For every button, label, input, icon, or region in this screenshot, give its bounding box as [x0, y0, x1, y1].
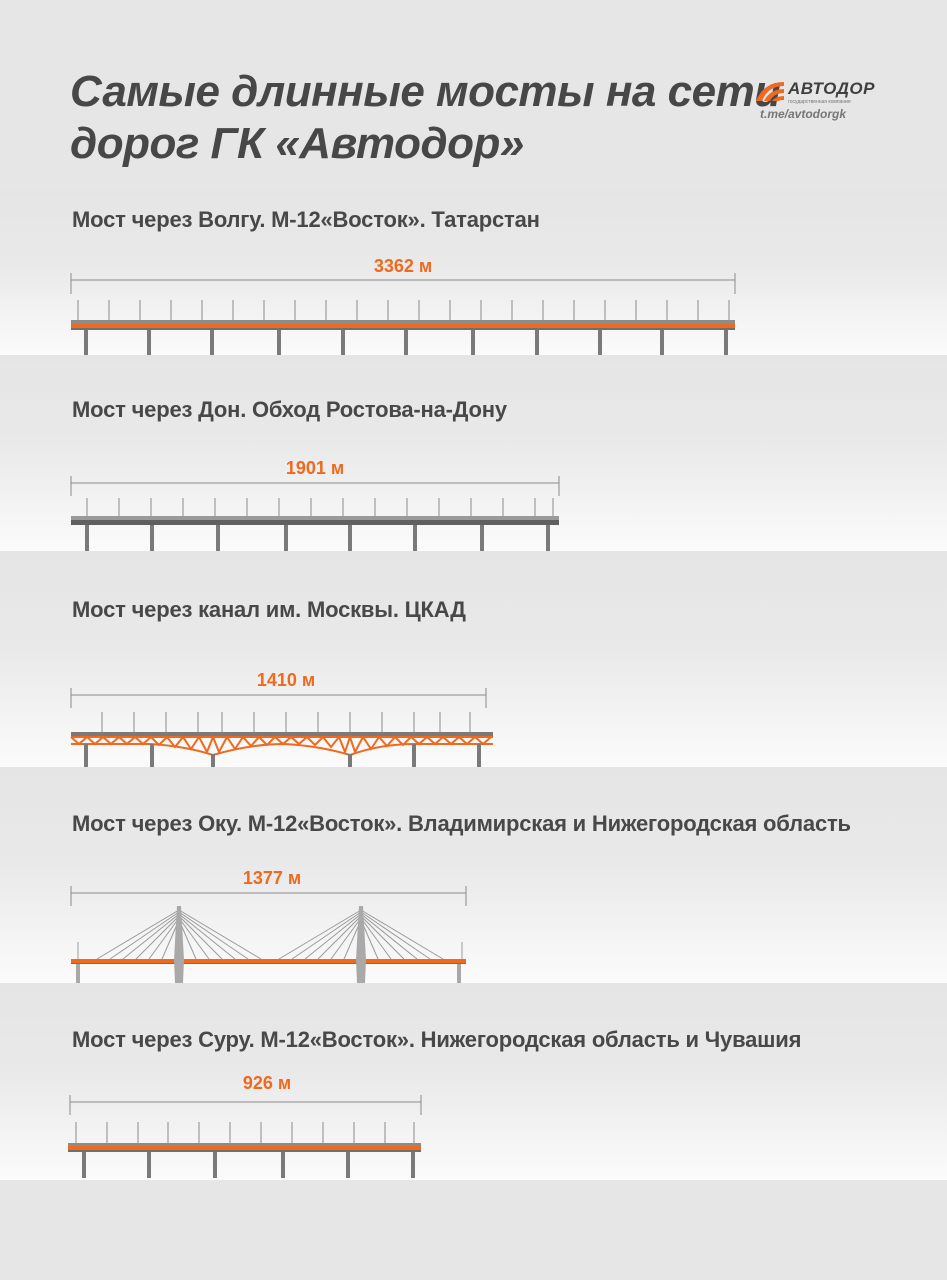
bridge-diagram-sura: 926 м: [68, 1075, 422, 1178]
pylons: [174, 906, 366, 983]
piers: [85, 525, 550, 551]
length-dimension: [69, 1095, 422, 1115]
bridge-diagram-volga: 3362 м: [70, 256, 736, 355]
length-label: 1377 м: [243, 868, 301, 888]
railing-posts: [86, 498, 554, 516]
piers: [76, 964, 461, 983]
length-dimension: [70, 273, 736, 294]
piers: [84, 744, 481, 767]
deck-girder: [68, 1146, 421, 1150]
bridge-title-don: Мост через Дон. Обход Ростова-на-Дону: [72, 397, 507, 422]
deck-top: [71, 320, 735, 324]
length-label: 1901 м: [286, 458, 344, 478]
length-dimension: [70, 476, 560, 496]
deck-girder: [71, 324, 735, 328]
railing-posts: [77, 942, 463, 959]
length-label: 1410 м: [257, 670, 315, 690]
bridge-title-moscow-canal: Мост через канал им. Москвы. ЦКАД: [72, 597, 466, 622]
bridge-diagram-oka: 1377 м: [70, 868, 467, 983]
length-dimension: [70, 688, 487, 708]
railing-posts: [77, 300, 730, 320]
length-label: 3362 м: [374, 256, 432, 276]
deck-top: [71, 732, 493, 736]
piers: [82, 1152, 415, 1178]
logo-subtitle: государственная компания: [788, 99, 851, 105]
truss: [70, 733, 493, 757]
bridge-title-oka: Мост через Оку. М-12«Восток». Владимирск…: [72, 811, 851, 836]
railing-posts: [75, 1122, 415, 1143]
bridge-diagram-don: 1901 м: [70, 458, 560, 551]
deck-top: [68, 1143, 421, 1146]
page-title-line-2: дорог ГК «Автодор»: [70, 119, 524, 168]
deck-girder: [71, 959, 466, 963]
page-title-line-1: Самые длинные мосты на сети: [70, 67, 781, 116]
stay-cables: [96, 909, 444, 960]
piers: [84, 330, 728, 355]
bridge-title-sura: Мост через Суру. М-12«Восток». Нижегород…: [72, 1027, 802, 1052]
bridge-diagram-moscow-canal: 1410 м: [70, 670, 493, 767]
deck-top: [71, 516, 559, 520]
avtodor-logo: АВТОДОР государственная компания: [754, 80, 894, 124]
avtodor-logo-icon: [756, 82, 784, 101]
length-label: 926 м: [243, 1075, 291, 1093]
logo-name: АВТОДОР: [788, 79, 875, 98]
railing-posts: [101, 712, 471, 732]
length-dimension: [70, 886, 467, 906]
page-title: Самые длинные мосты на сети дорог ГК «Ав…: [70, 66, 781, 170]
deck-girder: [71, 520, 559, 525]
telegram-link[interactable]: t.me/avtodorgk: [760, 107, 847, 121]
bridge-title-volga: Мост через Волгу. М-12«Восток». Татарста…: [72, 207, 540, 232]
